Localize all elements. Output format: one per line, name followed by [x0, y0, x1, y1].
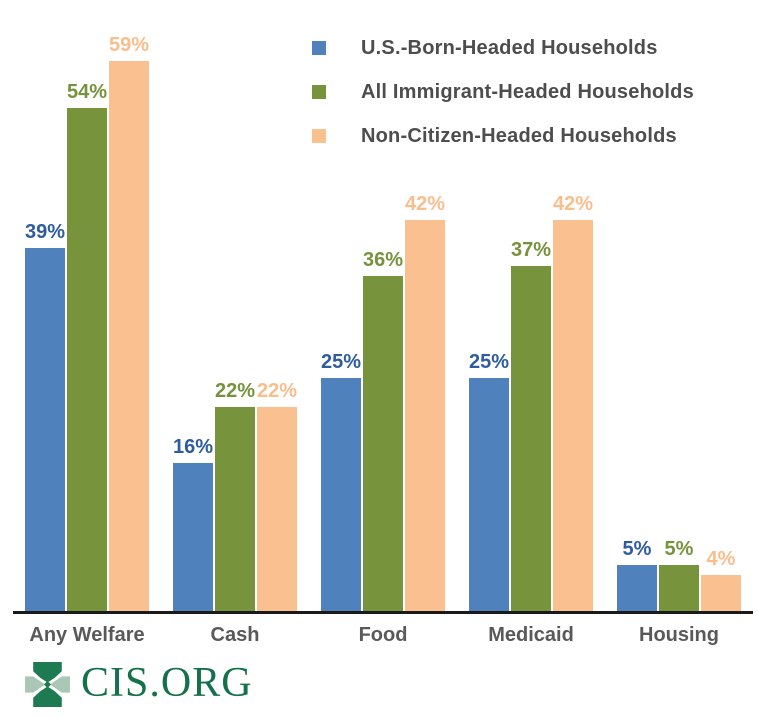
legend-marker-all-immigrant	[312, 85, 326, 99]
bar-value-label: 39%	[24, 221, 66, 243]
bar-value-label: 25%	[468, 351, 510, 373]
bar	[617, 565, 657, 612]
legend-marker-non-citizen	[312, 129, 326, 143]
bar-value-label: 4%	[706, 548, 736, 570]
bar	[363, 276, 403, 612]
bar-value-label: 42%	[552, 193, 594, 215]
bar	[321, 378, 361, 612]
bar-value-label: 59%	[108, 34, 150, 56]
bar	[511, 266, 551, 612]
bar	[659, 565, 699, 612]
bar-column: 16%	[173, 436, 213, 612]
bar	[257, 407, 297, 612]
bar-value-label: 37%	[510, 239, 552, 261]
bar-value-label: 25%	[320, 351, 362, 373]
bar-value-label: 16%	[172, 436, 214, 458]
category-label-any-welfare: Any Welfare	[29, 624, 145, 646]
category-label-food: Food	[358, 624, 408, 646]
legend-item-all-immigrant: All Immigrant-Headed Households	[312, 77, 694, 107]
bar-column: 22%	[257, 380, 297, 612]
cis-pinwheel-icon	[25, 662, 70, 707]
legend-marker-us-born	[312, 41, 326, 55]
bar-column: 25%	[469, 351, 509, 612]
bar-value-label: 42%	[404, 193, 446, 215]
bar-column: 5%	[659, 538, 699, 612]
bar-column: 36%	[363, 249, 403, 612]
bar	[215, 407, 255, 612]
legend-item-non-citizen: Non-Citizen-Headed Households	[312, 121, 694, 151]
bar-plot: 39% 54% 59% 16% 22% 22% 25% 36% 42% 25% 37% 42% 5% 5%…	[25, 12, 741, 612]
bar	[173, 463, 213, 612]
category-label-medicaid: Medicaid	[488, 624, 574, 646]
legend-item-us-born: U.S.-Born-Headed Households	[312, 33, 694, 63]
bar-column: 42%	[405, 193, 445, 612]
bar-value-label: 22%	[256, 380, 298, 402]
bar-column: 25%	[321, 351, 361, 612]
bar-column: 42%	[553, 193, 593, 612]
x-axis-line	[13, 611, 753, 614]
bar-value-label: 5%	[622, 538, 652, 560]
bar-value-label: 5%	[664, 538, 694, 560]
category-label-housing: Housing	[639, 624, 719, 646]
bar-column: 39%	[25, 221, 65, 612]
bar	[109, 61, 149, 612]
bar-column: 37%	[511, 239, 551, 612]
bar-column: 54%	[67, 81, 107, 612]
legend-label-all-immigrant: All Immigrant-Headed Households	[361, 80, 694, 103]
bar-value-label: 54%	[66, 81, 108, 103]
bar-column: 4%	[701, 548, 741, 612]
category-label-cash: Cash	[210, 624, 260, 646]
bar	[25, 248, 65, 612]
bar	[469, 378, 509, 612]
bar-column: 59%	[109, 34, 149, 612]
bar	[405, 220, 445, 612]
chart-legend: U.S.-Born-Headed Households All Immigran…	[312, 33, 694, 165]
bar	[701, 575, 741, 612]
bar-value-label: 36%	[362, 249, 404, 271]
bar-column: 5%	[617, 538, 657, 612]
bar-value-label: 22%	[214, 380, 256, 402]
legend-label-us-born: U.S.-Born-Headed Households	[361, 36, 658, 59]
bar-column: 22%	[215, 380, 255, 612]
cis-logo: CIS.ORG	[23, 660, 253, 709]
cis-logo-text: CIS.ORG	[81, 659, 253, 706]
legend-label-non-citizen: Non-Citizen-Headed Households	[361, 124, 677, 147]
bar	[67, 108, 107, 612]
category-labels: Any Welfare Cash Food Medicaid Housing	[25, 624, 741, 652]
bar	[553, 220, 593, 612]
